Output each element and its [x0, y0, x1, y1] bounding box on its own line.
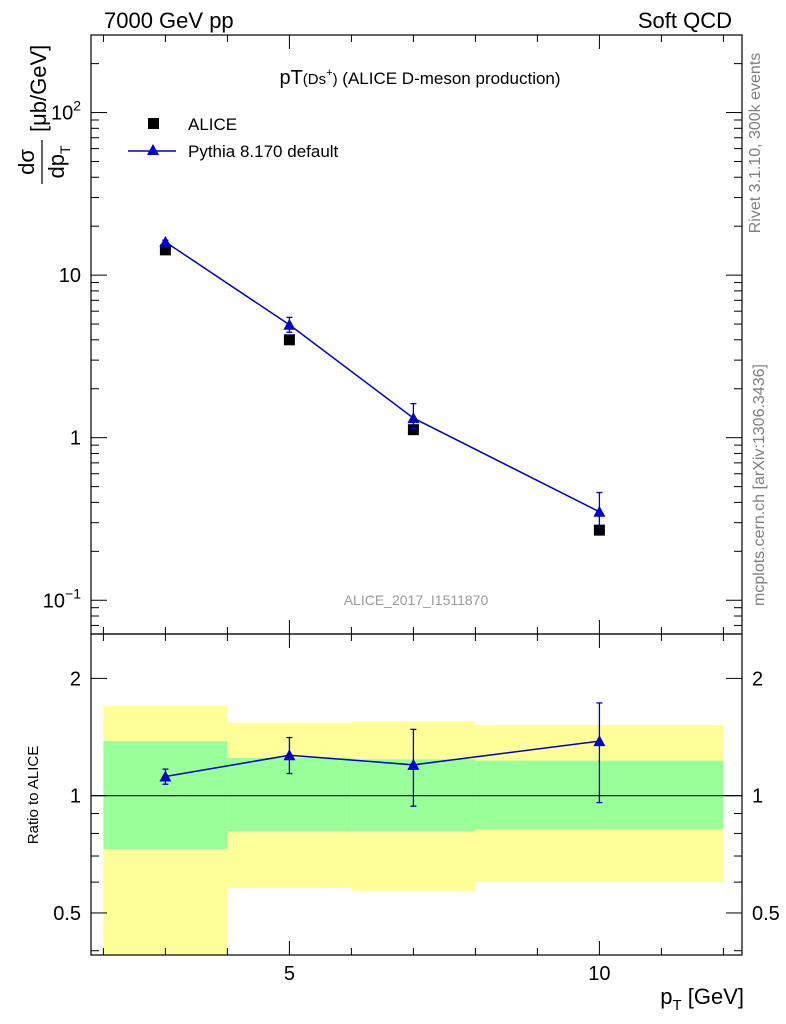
ratio-point-0	[159, 770, 172, 782]
main-title: pT(Ds+) (ALICE D-meson production)	[279, 67, 560, 89]
x-tick-label-0: 5	[284, 963, 295, 985]
pythia-point-1	[283, 318, 296, 330]
title-main: pT	[279, 67, 302, 89]
watermark: ALICE_2017_I1511870	[344, 592, 489, 608]
ratio-ytick-label-right-2: 2	[752, 668, 763, 690]
alice-point-0	[159, 244, 171, 256]
main-ylabel: dσ dpT [μb/GeV]	[14, 45, 73, 184]
legend-marker-alice	[148, 118, 159, 129]
ratio-point-3	[593, 735, 606, 747]
legend: ALICE Pythia 8.170 default	[128, 115, 339, 161]
ratio-ytick-label-right-0: 0.5	[752, 903, 780, 925]
main-ytick-label-2: 10	[59, 265, 81, 287]
rivet-label: Rivet 3.1.10, 300k events	[747, 53, 764, 234]
mcplots-label: mcplots.cern.ch [arXiv:1306.3436]	[751, 364, 768, 606]
alice-point-2	[407, 424, 419, 436]
ratio-point-1	[283, 749, 296, 761]
ratio-pythia-line	[165, 740, 600, 778]
title-sup: +	[326, 67, 332, 79]
title-close: )	[333, 71, 338, 88]
axes: 5 10 10−1 1 10 102 0.5 0.5 1 1 2 2	[43, 34, 780, 985]
title-paren: (Ds	[303, 71, 326, 88]
header-right: Soft QCD	[638, 8, 732, 33]
legend-marker-pythia	[147, 144, 159, 155]
header-left: 7000 GeV pp	[104, 8, 234, 33]
pythia-point-3	[593, 505, 606, 517]
main-ytick-label-0: 10−1	[43, 585, 81, 612]
xlabel: pT [GeV]	[660, 984, 744, 1014]
ratio-series	[91, 702, 742, 807]
ratio-frame	[90, 633, 743, 956]
legend-label-alice: ALICE	[188, 115, 237, 134]
ratio-ytick-label-left-2: 2	[70, 668, 81, 690]
main-ytick-label-3: 102	[51, 98, 81, 125]
legend-label-pythia: Pythia 8.170 default	[188, 142, 339, 161]
main-ytick-label-1: 1	[70, 428, 81, 450]
ratio-ylabel: Ratio to ALICE	[25, 746, 42, 844]
ratio-ytick-label-left-1: 1	[70, 786, 81, 808]
ratio-point-2	[407, 758, 420, 770]
pythia-point-0	[159, 235, 172, 247]
main-series	[159, 235, 606, 536]
x-tick-label-1: 10	[588, 963, 610, 985]
band-green-0	[103, 741, 228, 849]
alice-point-3	[593, 524, 605, 536]
pythia-point-2	[407, 412, 420, 424]
ratio-ytick-label-right-1: 1	[752, 786, 763, 808]
ylabel-num: dσ	[14, 149, 39, 175]
alice-point-1	[283, 334, 295, 346]
title-rest: (ALICE D-meson production)	[338, 69, 561, 88]
ratio-ytick-label-left-0: 0.5	[53, 903, 81, 925]
ylabel-den: dpT	[44, 145, 73, 178]
ylabel-unit: [μb/GeV]	[26, 45, 51, 132]
pythia-line	[164, 241, 600, 513]
